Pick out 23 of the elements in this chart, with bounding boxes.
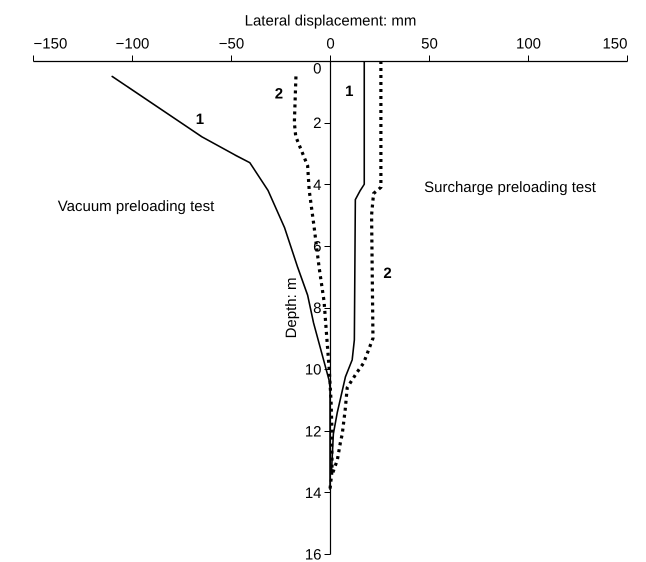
x-tick-label: 50 [421, 36, 438, 52]
y-tick-label: 8 [313, 300, 322, 317]
y-tick-label: 16 [304, 546, 322, 562]
annotation: Vacuum preloading test [58, 198, 216, 215]
y-tick-label: 2 [313, 115, 322, 132]
x-tick-label: −100 [116, 36, 150, 52]
x-tick-label: 100 [516, 36, 542, 52]
x-tick-label: 0 [326, 36, 335, 52]
y-tick-label: 4 [313, 176, 322, 194]
y-tick-label: 14 [304, 484, 322, 502]
x-tick-label: 150 [602, 36, 628, 52]
x-axis-title: Lateral displacement: mm [244, 12, 416, 30]
x-tick-label: −150 [34, 36, 68, 52]
series-label: 2 [274, 85, 284, 102]
y-tick-label: 10 [304, 362, 322, 379]
y-tick-label: 12 [304, 423, 322, 440]
x-tick-label: −50 [218, 36, 244, 52]
y-axis-title: Depth: m [282, 278, 300, 338]
series-label: 2 [383, 265, 392, 282]
y-tick-label: 0 [313, 60, 322, 78]
series-label: 1 [345, 83, 354, 100]
series-label: 1 [196, 110, 204, 128]
annotation: Surcharge preloading test [424, 179, 597, 196]
